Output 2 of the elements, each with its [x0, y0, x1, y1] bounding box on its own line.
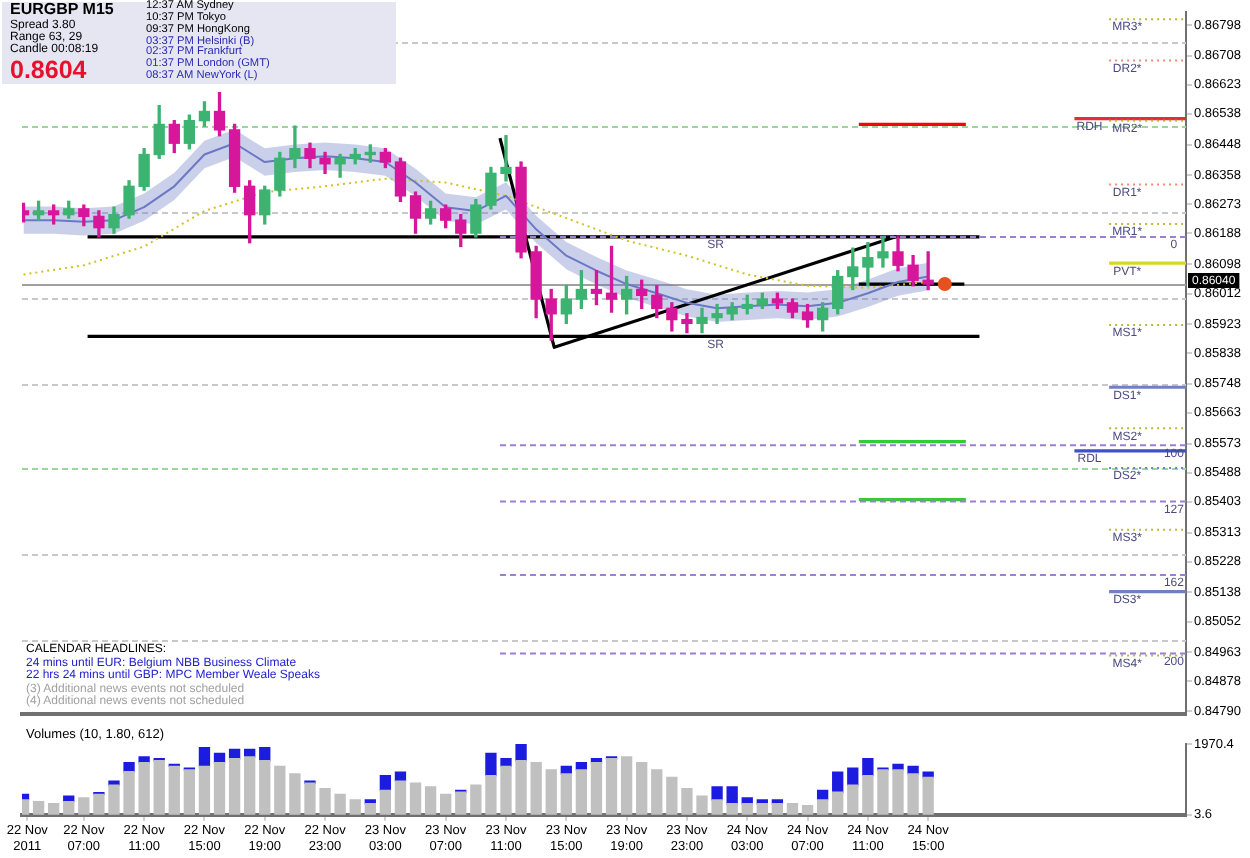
- annotation: 0.8604: [10, 55, 89, 84]
- chart-title: EURGBP M15: [10, 0, 114, 19]
